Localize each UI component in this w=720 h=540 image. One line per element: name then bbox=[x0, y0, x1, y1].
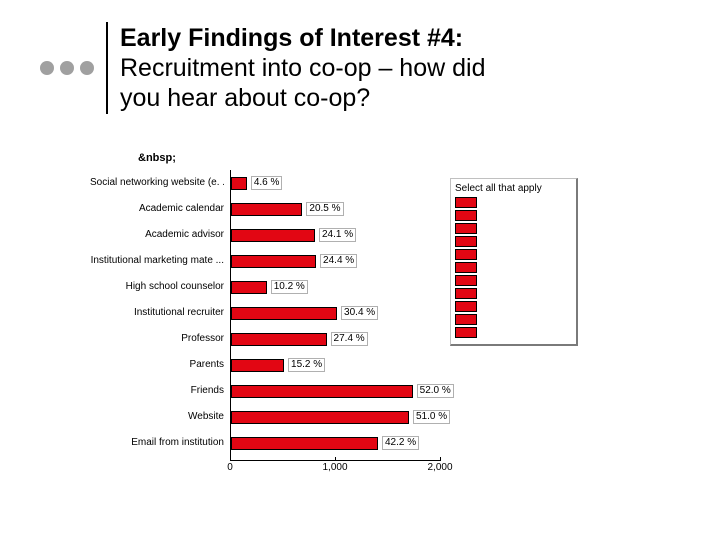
x-tick-mark bbox=[230, 457, 231, 461]
legend-swatch-icon bbox=[455, 314, 477, 325]
bar-value-label: 20.5 % bbox=[306, 202, 343, 216]
legend-swatch-icon bbox=[455, 275, 477, 286]
bar-value-label: 30.4 % bbox=[341, 306, 378, 320]
x-tick-label: 2,000 bbox=[427, 462, 452, 473]
bar-value-label: 10.2 % bbox=[271, 280, 308, 294]
legend-swatch-icon bbox=[455, 197, 477, 208]
legend-swatch-icon bbox=[455, 249, 477, 260]
bar-value-label: 24.4 % bbox=[320, 254, 357, 268]
chart-corner-label: &nbsp; bbox=[138, 152, 176, 164]
bar-row: 42.2 % bbox=[231, 434, 419, 452]
bar-value-label: 51.0 % bbox=[413, 410, 450, 424]
y-axis-label: Website bbox=[90, 411, 224, 422]
bar-row: 52.0 % bbox=[231, 382, 454, 400]
title-bold: Early Findings of Interest #4: bbox=[120, 24, 463, 52]
legend-item bbox=[455, 249, 572, 260]
bar-value-label: 52.0 % bbox=[417, 384, 454, 398]
bar-row: 15.2 % bbox=[231, 356, 325, 374]
y-axis-label: Social networking website (e. ... bbox=[90, 177, 224, 188]
bar-row: 10.2 % bbox=[231, 278, 308, 296]
y-axis-label: Institutional marketing mate ... bbox=[90, 255, 224, 266]
y-axis-label: Academic calendar bbox=[90, 203, 224, 214]
bar bbox=[231, 333, 327, 346]
bar-row: 27.4 % bbox=[231, 330, 368, 348]
bar bbox=[231, 437, 378, 450]
x-tick-mark bbox=[335, 457, 336, 461]
bar bbox=[231, 229, 315, 242]
chart-plot: 4.6 % 20.5 % 24.1 % 24.4 % 10.2 % 30.4 % 27.4 … bbox=[230, 170, 441, 461]
legend-title: Select all that apply bbox=[455, 183, 572, 194]
y-axis-label: Friends bbox=[90, 385, 224, 396]
bar-row: 20.5 % bbox=[231, 200, 344, 218]
legend-item bbox=[455, 327, 572, 338]
slide-title: Early Findings of Interest #4: Recruitme… bbox=[120, 23, 485, 113]
bullet-dot-icon bbox=[40, 61, 54, 75]
legend-swatch-icon bbox=[455, 288, 477, 299]
bar bbox=[231, 255, 316, 268]
legend-item bbox=[455, 262, 572, 273]
bar bbox=[231, 359, 284, 372]
header-divider bbox=[106, 22, 108, 114]
x-axis: 01,0002,000 bbox=[230, 460, 440, 476]
bar-row: 24.1 % bbox=[231, 226, 356, 244]
bar-row: 4.6 % bbox=[231, 174, 282, 192]
bar bbox=[231, 411, 409, 424]
bullet-dot-icon bbox=[60, 61, 74, 75]
bar-value-label: 15.2 % bbox=[288, 358, 325, 372]
x-tick-label: 0 bbox=[227, 462, 233, 473]
legend-swatch-icon bbox=[455, 236, 477, 247]
legend-swatch-icon bbox=[455, 327, 477, 338]
legend-swatch-icon bbox=[455, 262, 477, 273]
bar bbox=[231, 177, 247, 190]
bar bbox=[231, 203, 302, 216]
bar-value-label: 42.2 % bbox=[382, 436, 419, 450]
slide-header: Early Findings of Interest #4: Recruitme… bbox=[40, 18, 680, 118]
legend-item bbox=[455, 288, 572, 299]
bar-row: 51.0 % bbox=[231, 408, 450, 426]
bar-value-label: 4.6 % bbox=[251, 176, 283, 190]
legend-swatch-icon bbox=[455, 223, 477, 234]
bar bbox=[231, 281, 267, 294]
bar-value-label: 27.4 % bbox=[331, 332, 368, 346]
bar bbox=[231, 385, 413, 398]
bar-value-label: 24.1 % bbox=[319, 228, 356, 242]
x-tick-label: 1,000 bbox=[322, 462, 347, 473]
legend-item bbox=[455, 210, 572, 221]
chart-legend: Select all that apply bbox=[450, 178, 578, 346]
bar-row: 30.4 % bbox=[231, 304, 378, 322]
legend-item bbox=[455, 314, 572, 325]
legend-item bbox=[455, 301, 572, 312]
title-line-1: Recruitment into co-op – how did bbox=[120, 54, 485, 82]
y-axis-label: Academic advisor bbox=[90, 229, 224, 240]
y-axis-label: Email from institution bbox=[90, 437, 224, 448]
legend-item bbox=[455, 223, 572, 234]
legend-item bbox=[455, 197, 572, 208]
bar-row: 24.4 % bbox=[231, 252, 357, 270]
header-bullets bbox=[40, 61, 94, 75]
legend-swatch-icon bbox=[455, 301, 477, 312]
y-axis-label: Professor bbox=[90, 333, 224, 344]
legend-item bbox=[455, 275, 572, 286]
x-tick-mark bbox=[440, 457, 441, 461]
y-axis-label: Parents bbox=[90, 359, 224, 370]
y-axis-label: Institutional recruiter bbox=[90, 307, 224, 318]
legend-item bbox=[455, 236, 572, 247]
bar bbox=[231, 307, 337, 320]
title-line-2: you hear about co-op? bbox=[120, 84, 370, 112]
legend-swatch-icon bbox=[455, 210, 477, 221]
y-axis-label: High school counselor bbox=[90, 281, 224, 292]
bullet-dot-icon bbox=[80, 61, 94, 75]
